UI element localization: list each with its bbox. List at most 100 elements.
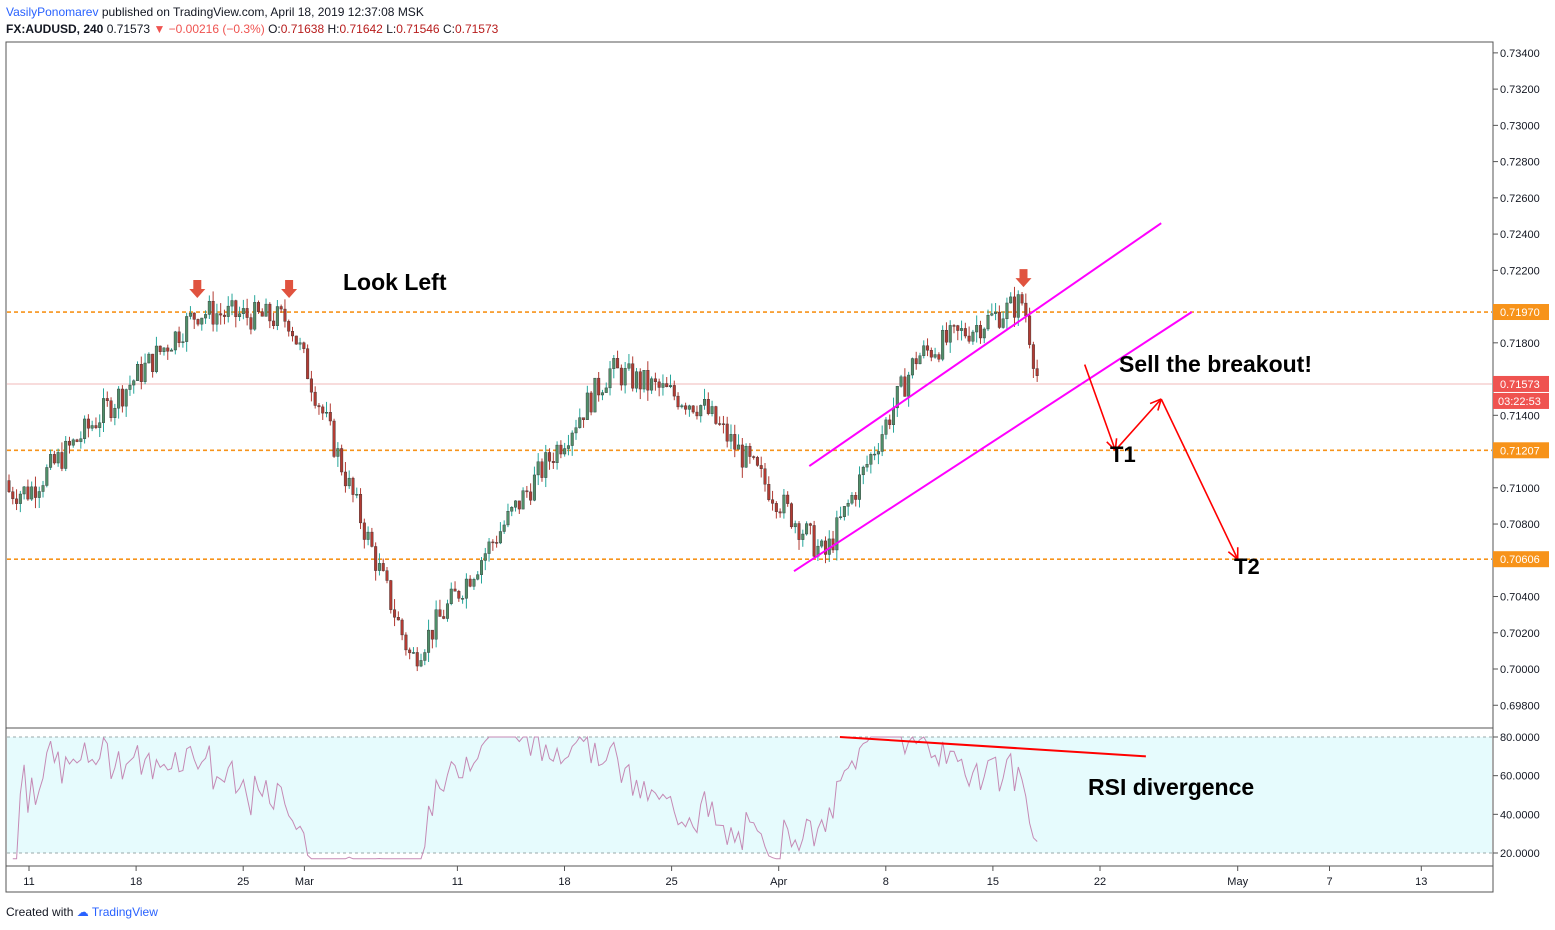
candle-body	[850, 495, 854, 504]
candle-body	[52, 454, 56, 464]
candle-body	[687, 405, 691, 410]
candle-body	[718, 423, 722, 425]
candle-body	[15, 498, 19, 504]
projection-arrowhead	[1227, 551, 1239, 560]
candle-body	[823, 540, 827, 555]
candle-body	[725, 423, 729, 442]
candle-body	[684, 405, 688, 410]
candle-body	[597, 377, 601, 396]
candle-body	[173, 331, 177, 351]
x-tick-label: Apr	[770, 876, 787, 888]
candle-body	[759, 465, 763, 469]
candle-body	[903, 376, 907, 397]
candle-body	[117, 388, 121, 409]
x-tick-label: 25	[237, 876, 249, 888]
candle-body	[634, 371, 638, 389]
candle-body	[627, 363, 631, 369]
candle-body	[899, 376, 903, 387]
candle-body	[105, 398, 109, 402]
y-tick-label: 0.72400	[1500, 229, 1540, 241]
candle-body	[997, 311, 1001, 328]
projection-arrowhead	[1106, 441, 1116, 451]
candle-body	[185, 316, 189, 342]
candle-body	[846, 502, 850, 507]
candle-body	[948, 325, 952, 343]
candle-body	[476, 574, 480, 580]
candle-body	[90, 425, 94, 429]
candle-body	[362, 522, 366, 540]
candle-body	[536, 461, 540, 476]
candle-body	[929, 350, 933, 358]
candle-body	[703, 399, 707, 406]
candle-body	[445, 603, 449, 619]
author-link[interactable]: VasilyPonomarev	[6, 5, 99, 19]
candle-body	[650, 378, 654, 391]
candle-body	[309, 378, 313, 393]
candle-body	[744, 445, 748, 468]
candle-body	[245, 308, 249, 318]
candle-body	[933, 354, 937, 358]
candle-body	[1024, 302, 1028, 317]
candle-body	[393, 609, 397, 618]
candle-body	[778, 511, 782, 514]
candle-body	[740, 444, 744, 468]
candle-body	[914, 358, 918, 365]
candle-body	[306, 348, 310, 380]
candle-body	[317, 405, 321, 408]
down-arrow-marker	[189, 280, 206, 299]
candle-body	[665, 383, 669, 388]
candle-body	[884, 419, 888, 435]
symbol-label[interactable]: FX:AUDUSD, 240	[6, 22, 104, 36]
candle-body	[241, 308, 245, 314]
candle-body	[438, 609, 442, 617]
candle-body	[990, 313, 994, 316]
projection-segment	[1160, 398, 1239, 560]
candle-body	[219, 313, 223, 316]
candle-body	[260, 311, 264, 317]
candle-body	[888, 419, 892, 425]
y-tick-label: 0.72800	[1500, 157, 1540, 169]
candle-body	[109, 400, 113, 418]
candle-body	[151, 353, 155, 372]
x-tick-label: 8	[883, 876, 889, 888]
candle-body	[26, 486, 30, 500]
candle-body	[464, 578, 468, 599]
candle-body	[517, 500, 521, 510]
candle-body	[279, 306, 283, 310]
candle-body	[638, 371, 642, 390]
rsi-tick-label: 40.0000	[1500, 809, 1540, 821]
publish-info: VasilyPonomarev published on TradingView…	[6, 5, 424, 19]
candle-body	[94, 425, 98, 428]
candle-body	[582, 417, 586, 420]
candle-body	[472, 579, 476, 587]
candle-body	[291, 331, 295, 337]
candle-body	[396, 617, 400, 621]
candle-body	[699, 405, 703, 417]
level-price-tag	[1493, 442, 1549, 459]
tradingview-logo[interactable]: ☁ TradingView	[76, 905, 158, 919]
candle-body	[952, 325, 956, 327]
candle-body	[960, 328, 964, 331]
candle-body	[495, 542, 499, 544]
candle-body	[461, 598, 465, 600]
y-tick-label: 0.72200	[1500, 265, 1540, 277]
candle-body	[525, 490, 529, 493]
candle-body	[487, 541, 491, 554]
y-tick-label: 0.70800	[1500, 519, 1540, 531]
candle-body	[789, 503, 793, 528]
candle-body	[283, 308, 287, 322]
y-tick-label: 0.71400	[1500, 410, 1540, 422]
candle-body	[918, 355, 922, 365]
level-price-tag	[1493, 304, 1549, 321]
candle-body	[222, 314, 226, 317]
candle-body	[578, 417, 582, 428]
candle-body	[937, 354, 941, 360]
annotation-rsi-divergence: RSI divergence	[1088, 774, 1254, 800]
candle-body	[982, 328, 986, 339]
candle-body	[170, 349, 174, 352]
y-tick-label: 0.70000	[1500, 664, 1540, 676]
x-tick-label: Mar	[295, 876, 314, 888]
candle-body	[986, 315, 990, 330]
open-label: O:	[268, 22, 281, 36]
